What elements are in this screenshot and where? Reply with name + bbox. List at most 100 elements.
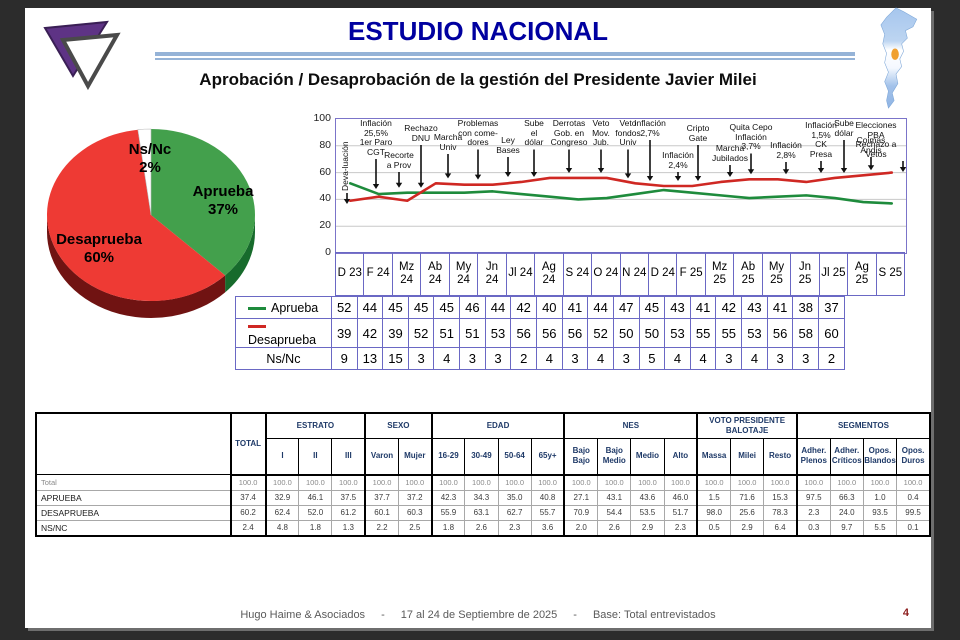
x-axis-label: Ab 24	[420, 253, 448, 295]
cell-value: 100.0	[430, 474, 466, 491]
header-subcol: Bajo Medio	[597, 438, 632, 476]
cell-value: 2.2	[364, 519, 399, 536]
header-group: ESTRATO	[264, 412, 366, 440]
y-tick: 0	[325, 246, 331, 258]
trend-value: 2	[818, 347, 845, 370]
cell-value: 54.4	[597, 504, 632, 521]
chart-annotation: Veto Mov. Jub.	[592, 118, 610, 147]
cell-value: 100.0	[464, 474, 499, 491]
cell-value: 78.3	[763, 504, 798, 521]
chart-annotation: Coimas Andis	[856, 135, 886, 155]
desaprueba-line	[348, 171, 894, 203]
y-tick: 60	[319, 165, 331, 178]
annotation-arrow	[747, 153, 755, 175]
cell-value: 35.0	[497, 489, 532, 506]
cell-value: 37.4	[229, 489, 267, 506]
legend-swatch	[248, 306, 266, 310]
x-axis-label: My 24	[448, 253, 477, 295]
footer-sep2: -	[573, 609, 577, 621]
annotation-arrow	[624, 149, 632, 179]
header-subcol: Adher. Plenos	[795, 438, 831, 476]
cell-value: 100.0	[630, 474, 665, 491]
y-tick: 40	[319, 192, 331, 205]
trend-value: 37	[818, 296, 845, 319]
trend-value: 3	[612, 347, 640, 370]
x-axis: D 23 F 24 Mz 24 Ab 24 My 24 Jn 24 Jl 24 Ag 24 S …	[335, 252, 905, 296]
cell-value: 61.2	[331, 504, 366, 521]
x-axis-label: D 23	[337, 267, 362, 280]
chart-annotation: Veto fondos Univ	[615, 118, 641, 147]
legend-desaprueba: Desaprueba	[235, 318, 332, 348]
x-axis-label: Jn 24	[477, 253, 505, 295]
annotation-arrow	[343, 193, 351, 204]
chart-annotation: Inflación 2,4%	[662, 150, 694, 170]
x-axis-label: Jl 24	[505, 253, 534, 295]
trend-value: 3	[792, 347, 820, 370]
chart-annotation: Derrotas Gob. en Congreso	[550, 118, 588, 147]
report-title: ESTUDIO NACIONAL	[348, 16, 608, 46]
cell-value: 2.6	[597, 519, 632, 536]
argentina-map-icon	[880, 7, 918, 109]
pie-slice-Ns/Nc	[137, 128, 152, 216]
annotation-arrow	[726, 165, 734, 177]
header-subcol: Bajo Bajo	[563, 438, 599, 476]
trend-value: 39	[382, 318, 409, 348]
header-subcol: Massa	[696, 438, 732, 476]
trend-value: 50	[612, 318, 640, 348]
footer: Hugo Haime & Asociados - 17 al 24 de Septi…	[25, 609, 931, 621]
header-subcol: 65y+	[530, 438, 565, 476]
plot-area: Deva-luación Inflación 25,5% 1er Paro CGT Rec…	[335, 118, 907, 254]
chart-annotation: Problemas con come-dores	[457, 118, 499, 147]
trend-value: 52	[407, 318, 435, 348]
cell-value: 34.3	[464, 489, 499, 506]
trend-value: 45	[433, 296, 461, 319]
trend-value: 4	[689, 347, 717, 370]
chart-annotation: Cripto Gate	[686, 123, 710, 143]
trend-value: 44	[356, 296, 384, 319]
cell-value: 100.0	[229, 474, 267, 491]
cell-value: 2.3	[795, 504, 831, 521]
cell-value: 2.5	[397, 519, 433, 536]
cell-value: 100.0	[763, 474, 798, 491]
cell-value: 25.6	[729, 504, 765, 521]
annotation-arrow	[694, 145, 702, 181]
annotation-arrow	[597, 149, 605, 173]
cell-value: 100.0	[663, 474, 698, 491]
trend-row: Desaprueba 39 42 39 52 51 51 53 56 56 56 52 50 50 53 55…	[235, 318, 845, 348]
cell-value: 60.1	[364, 504, 399, 521]
cell-value: 99.5	[896, 504, 931, 521]
annotation-arrow	[899, 161, 906, 172]
cell-value: 46.1	[298, 489, 333, 506]
x-axis-label: My 25	[761, 253, 790, 295]
x-axis-label: F 25	[676, 253, 704, 295]
row-label: Total	[35, 474, 232, 491]
pie-rim-Desaprueba	[47, 215, 226, 319]
chart-annotation: Ley Bases	[496, 135, 520, 155]
header-subcol: I	[264, 438, 300, 476]
trend-value: 4	[741, 347, 768, 370]
header-group: SEXO	[364, 412, 433, 440]
cell-value: 100.0	[364, 474, 399, 491]
cell-value: 43.6	[630, 489, 665, 506]
cell-value: 100.0	[298, 474, 333, 491]
trend-value: 53	[484, 318, 512, 348]
trend-value: 44	[484, 296, 512, 319]
annotation-arrow	[530, 149, 538, 177]
annotation-arrow	[817, 161, 825, 173]
x-axis-label: Ag 24	[534, 253, 562, 295]
trend-value: 38	[792, 296, 820, 319]
table-row: Total 100.0 100.0 100.0 100.0 100.0 100.0 100.0…	[35, 474, 931, 491]
header-group: VOTO PRESIDENTE BALOTAJE	[696, 412, 798, 440]
cell-value: 66.3	[829, 489, 864, 506]
annotation-arrow	[840, 140, 848, 173]
legend-ns/nc: Ns/Nc	[235, 347, 332, 370]
cell-value: 100.0	[896, 474, 931, 491]
table-row: APRUEBA 37.4 32.9 46.1 37.5 37.7 37.2 42.3 34.3 3…	[35, 489, 931, 506]
cell-value: 5.5	[862, 519, 898, 536]
trend-value: 50	[638, 318, 666, 348]
x-axis-label: Mz 24	[391, 253, 420, 295]
trend-row: Ns/Nc 9 13 15 3 4 3 3 2 4 3 4 3 5 4 4 3 4 3 3 2	[235, 347, 845, 370]
cell-value: 100.0	[862, 474, 898, 491]
cell-value: 60.2	[229, 504, 267, 521]
cell-value: 24.0	[829, 504, 864, 521]
